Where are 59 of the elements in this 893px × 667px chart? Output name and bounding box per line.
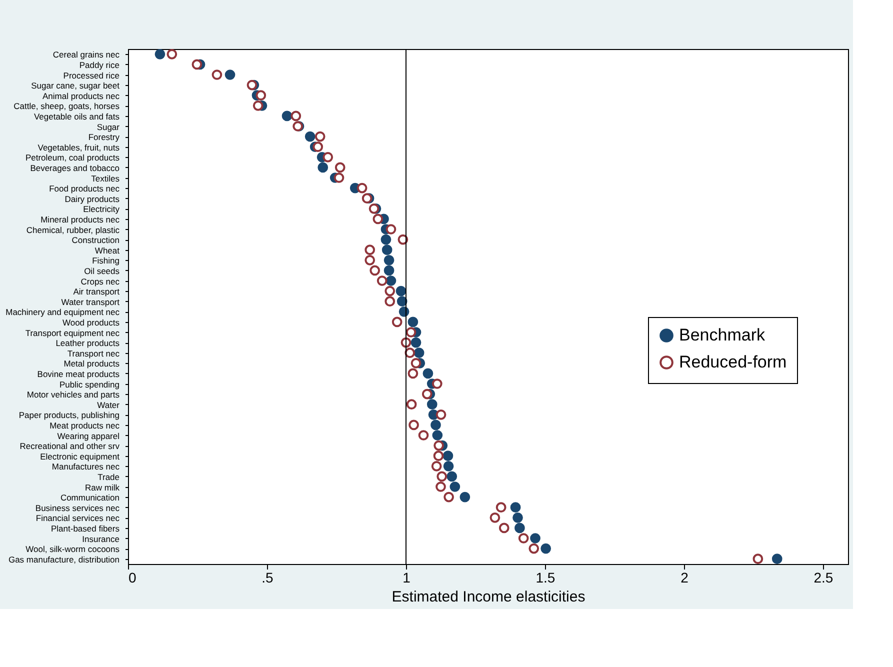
x-tick-label: 1.5 bbox=[536, 570, 556, 586]
y-tick-label: Petroleum, coal products bbox=[25, 152, 120, 163]
y-tick-label: Manufactures nec bbox=[52, 462, 120, 472]
y-tick-label: Transport equipment nec bbox=[25, 328, 120, 338]
y-tick-label: Food products nec bbox=[49, 184, 120, 194]
y-tick-label: Transport nec bbox=[67, 348, 120, 358]
x-tick-label: 0 bbox=[128, 570, 136, 586]
y-tick-label: Air transport bbox=[73, 286, 120, 297]
y-tick-label: Trade bbox=[98, 472, 120, 482]
y-tick-label: Electricity bbox=[83, 204, 120, 214]
y-tick-label: Water bbox=[97, 400, 120, 410]
x-axis-title: Estimated Income elasticities bbox=[392, 588, 586, 606]
y-tick-label: Beverages and tobacco bbox=[30, 162, 120, 173]
y-tick-label: Water transport bbox=[61, 296, 120, 307]
y-tick-label: Public spending bbox=[59, 379, 120, 390]
y-tick-label: Recreational and other srv bbox=[20, 441, 120, 452]
y-tick-label: Electronic equipment bbox=[40, 451, 120, 462]
y-tick-label: Meat products nec bbox=[50, 420, 120, 430]
y-tick-label: Wearing apparel bbox=[57, 430, 120, 441]
y-tick-label: Processed rice bbox=[63, 70, 120, 80]
y-tick-label: Chemical, rubber, plastic bbox=[26, 224, 120, 235]
y-tick-label: Construction bbox=[72, 235, 120, 246]
y-tick-label: Sugar bbox=[96, 122, 120, 132]
y-tick-label: Business services nec bbox=[35, 502, 120, 513]
x-tick-label: 2 bbox=[680, 570, 689, 586]
y-tick-label: Plant-based fibers bbox=[50, 523, 120, 534]
x-tick-label: .5 bbox=[262, 570, 274, 586]
y-tick-label: Paper products, publishing bbox=[18, 410, 120, 420]
y-tick-label: Raw milk bbox=[85, 482, 120, 492]
y-tick-label: Metal products bbox=[64, 358, 120, 369]
y-tick-label: Wood products bbox=[62, 317, 120, 328]
y-tick-label: Communication bbox=[60, 492, 120, 503]
legend-label: Reduced-form bbox=[679, 352, 787, 372]
y-tick-label: Fishing bbox=[92, 256, 120, 266]
y-tick-label: Gas manufacture, distribution bbox=[8, 554, 120, 564]
y-tick-label: Wool, silk-worm cocoons bbox=[26, 544, 120, 554]
y-tick-label: Mineral products nec bbox=[40, 214, 120, 224]
y-tick-label: Leather products bbox=[56, 338, 120, 348]
y-tick-label: Financial services nec bbox=[36, 513, 120, 524]
y-tick-label: Insurance bbox=[82, 534, 120, 544]
y-tick-label: Animal products nec bbox=[42, 90, 120, 101]
y-tick-label: Bovine meat products bbox=[37, 368, 120, 379]
y-tick-label: Cattle, sheep, goats, horses bbox=[14, 101, 120, 112]
y-tick-label: Crops nec bbox=[80, 276, 120, 286]
y-tick-label: Vegetable oils and fats bbox=[34, 111, 120, 122]
legend-label: Benchmark bbox=[679, 326, 766, 344]
x-tick-label: 1 bbox=[402, 570, 411, 586]
y-tick-label: Paddy rice bbox=[79, 60, 120, 70]
y-tick-label: Dairy products bbox=[64, 194, 120, 204]
y-tick-label: Oil seeds bbox=[84, 266, 120, 276]
y-tick-label: Sugar cane, sugar beet bbox=[31, 80, 120, 91]
y-tick-label: Motor vehicles and parts bbox=[26, 390, 120, 400]
y-tick-label: Machinery and equipment nec bbox=[6, 307, 120, 318]
y-tick-label: Wheat bbox=[94, 245, 120, 256]
y-tick-label: Forestry bbox=[88, 132, 120, 142]
y-tick-label: Vegetables, fruit, nuts bbox=[38, 142, 120, 152]
x-tick-label: 2.5 bbox=[814, 570, 834, 586]
y-tick-label: Cereal grains nec bbox=[52, 50, 120, 60]
y-tick-label: Textiles bbox=[91, 173, 120, 184]
